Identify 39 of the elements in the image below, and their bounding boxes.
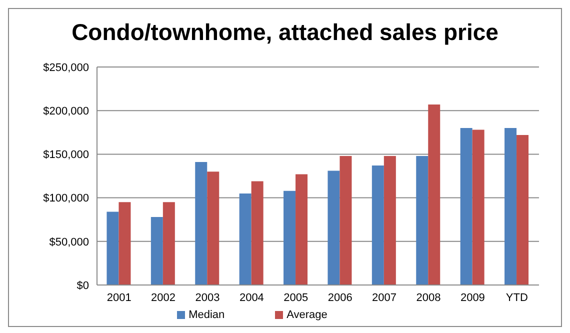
- bar: [118, 202, 131, 285]
- bar: [460, 128, 472, 285]
- x-tick-label: 2008: [416, 292, 441, 304]
- bar: [239, 193, 252, 285]
- x-tick-label: 2005: [284, 292, 308, 304]
- bar: [516, 135, 529, 285]
- bar: [251, 181, 264, 285]
- bar: [162, 202, 175, 285]
- y-tick-label: $100,000: [43, 192, 89, 205]
- y-tick-label: $200,000: [43, 106, 89, 118]
- legend-label: Median: [188, 309, 225, 321]
- y-tick-label: $150,000: [43, 149, 89, 162]
- x-tick-label: 2003: [195, 292, 220, 304]
- y-tick-label: $250,000: [43, 62, 89, 74]
- legend-label: Average: [286, 309, 328, 321]
- x-tick-label: 2007: [372, 292, 397, 304]
- y-tick-label: $0: [76, 280, 89, 292]
- chart-title: Condo/townhome, attached sales price: [70, 19, 500, 47]
- bar: [195, 162, 208, 285]
- x-tick-label: 2009: [460, 292, 485, 304]
- bar: [428, 104, 440, 285]
- bar: [207, 172, 220, 285]
- bar: [284, 190, 296, 285]
- bar: [416, 156, 428, 285]
- bar: [504, 128, 517, 285]
- bar: [150, 216, 163, 285]
- x-tick-label: 2002: [151, 292, 176, 304]
- bar: [328, 170, 340, 285]
- bar: [384, 156, 396, 285]
- x-tick-label: 2006: [328, 292, 352, 304]
- bar: [372, 166, 384, 285]
- bar: [296, 174, 308, 285]
- bar: [340, 156, 352, 285]
- y-tick-label: $50,000: [49, 236, 89, 248]
- x-tick-label: 2001: [106, 292, 132, 304]
- x-tick-label: 2004: [239, 292, 264, 304]
- x-tick-label: YTD: [506, 292, 528, 304]
- bar: [106, 212, 119, 285]
- bar: [472, 130, 484, 285]
